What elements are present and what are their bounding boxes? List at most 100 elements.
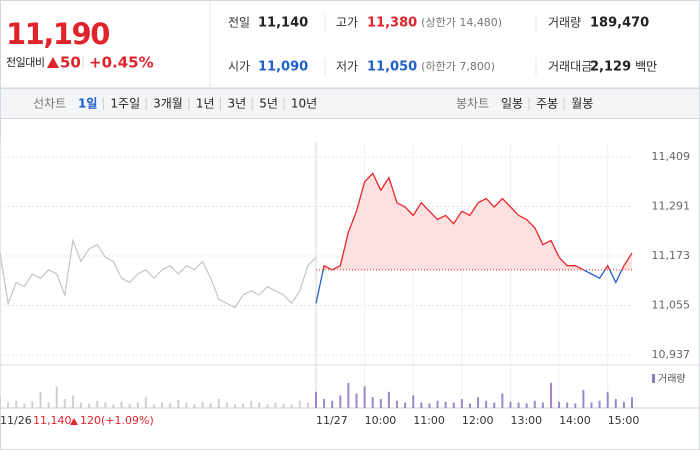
volume-bar (120, 401, 123, 408)
volume-bar (606, 391, 609, 408)
y-tick-label: 11,173 (652, 249, 691, 262)
tab-item[interactable]: 3년 (228, 97, 247, 111)
y-tick-label: 11,409 (652, 150, 691, 163)
volume-bar (274, 402, 277, 408)
volume-bar (7, 402, 10, 408)
volume-bar (412, 395, 415, 408)
tab-item[interactable]: 3개월 (153, 97, 183, 111)
tab-item[interactable]: 5년 (259, 97, 278, 111)
tab-group-label: 선차트 (33, 97, 66, 111)
quote-label: 거래대금 (548, 60, 592, 74)
volume-bar (144, 397, 147, 408)
quote-label: 전일 (228, 16, 250, 30)
quote-label: 시가 (228, 60, 250, 74)
volume-bar (177, 399, 180, 408)
volume-bar (331, 400, 334, 408)
volume-bar (420, 402, 423, 408)
volume-bar (485, 400, 488, 408)
volume-bar (323, 399, 326, 408)
tab-item[interactable]: 일봉 (501, 97, 523, 111)
up-icon (70, 418, 78, 425)
volume-bar (452, 402, 455, 408)
volume-bar (306, 402, 309, 408)
volume-bar (387, 391, 390, 408)
volume-bar (355, 393, 358, 408)
volume-bar (363, 386, 366, 408)
tab-group-label: 봉차트 (456, 97, 489, 111)
prev-price: 11,140 (33, 414, 72, 427)
volume-bar (152, 404, 155, 408)
volume-bar (590, 402, 593, 408)
x-tick-label: 14:00 (559, 414, 591, 427)
volume-bar (460, 399, 463, 408)
volume-bar (525, 403, 528, 408)
prev-change: 120 (80, 414, 101, 427)
prev-line (0, 238, 317, 309)
area (323, 173, 632, 270)
volume-bar (233, 404, 236, 408)
volume-bar (0, 397, 1, 408)
volume-bar (161, 402, 164, 408)
tab-item[interactable]: 1년 (196, 97, 215, 111)
tab-bar (0, 88, 700, 119)
volume-bar (201, 401, 204, 408)
volume-bar (96, 400, 99, 408)
volume-bar (541, 402, 544, 408)
tab-item[interactable]: 10년 (291, 97, 317, 111)
volume-bar (622, 401, 625, 408)
volume-bar (169, 403, 172, 408)
volume-bar (266, 404, 269, 408)
volume-bar (549, 382, 552, 408)
volume-bar (39, 391, 42, 408)
volume-bar (404, 402, 407, 408)
x-tick-label: 11/27 (316, 414, 348, 427)
quote-value: 11,050 (367, 60, 417, 75)
volume-bar (379, 399, 382, 408)
volume-bar (493, 402, 496, 408)
tab-item[interactable]: 1일 (78, 97, 97, 111)
volume-bar (290, 404, 293, 408)
volume-bar (558, 401, 561, 408)
volume-bar (225, 402, 228, 408)
change-rate: +0.45% (89, 54, 154, 72)
quote-note: (상한가 14,480) (421, 16, 502, 29)
volume-bar (31, 401, 34, 408)
volume-bar (315, 391, 317, 408)
x-tick-label: 11/26 (0, 414, 32, 427)
volume-bar (217, 399, 220, 408)
volume-bar (396, 400, 399, 408)
tab-item[interactable]: 주봉 (536, 97, 558, 111)
volume-bar (185, 402, 188, 408)
volume-bar (47, 402, 50, 408)
volume-bar (468, 403, 471, 408)
volume-bar (371, 397, 374, 408)
volume-bar (136, 402, 139, 408)
change-value: 50 (60, 54, 81, 72)
volume-bar (444, 401, 447, 408)
volume-bar (250, 400, 253, 408)
quote-value: 11,090 (258, 60, 308, 75)
volume-bar (428, 403, 431, 408)
tab-item[interactable]: 월봉 (571, 97, 593, 111)
quote-note: (하한가 7,800) (421, 59, 495, 73)
volume-bar (582, 390, 585, 408)
quote-value: 11,380 (367, 16, 417, 31)
volume-bar (55, 386, 58, 408)
quote-value: 11,140 (258, 16, 308, 31)
volume-bar (242, 403, 245, 408)
volume-bar (193, 404, 196, 408)
volume-bar (112, 404, 115, 408)
x-tick-label: 11:00 (413, 414, 445, 427)
volume-bar (80, 402, 83, 408)
volume-bar (63, 399, 66, 408)
tab-item[interactable]: 1주일 (110, 97, 140, 111)
volume-bar (533, 400, 536, 408)
legend-label: 거래량 (658, 373, 686, 385)
quote-value: 189,470 (590, 16, 649, 31)
current-price: 11,190 (6, 17, 109, 51)
volume-bar (209, 403, 212, 408)
up-icon (47, 57, 59, 68)
volume-bar (23, 403, 26, 408)
